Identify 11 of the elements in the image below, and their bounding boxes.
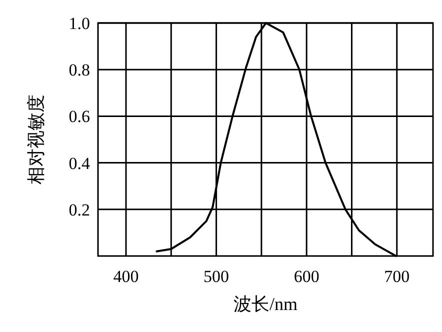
y-tick-label: 0.2 [68, 200, 90, 220]
x-axis-title: 波长/nm [233, 294, 298, 314]
y-tick-label: 0.4 [68, 154, 90, 173]
x-tick-label: 700 [384, 267, 410, 286]
y-tick-label: 0.6 [68, 107, 90, 126]
y-tick-label: 0.8 [68, 60, 90, 80]
x-tick-label: 600 [294, 267, 320, 286]
x-tick-label: 500 [204, 267, 230, 286]
x-tick-label: 400 [113, 267, 139, 286]
y-axis-title: 相对视敏度 [26, 94, 46, 184]
y-tick-label: 1.0 [68, 14, 90, 33]
